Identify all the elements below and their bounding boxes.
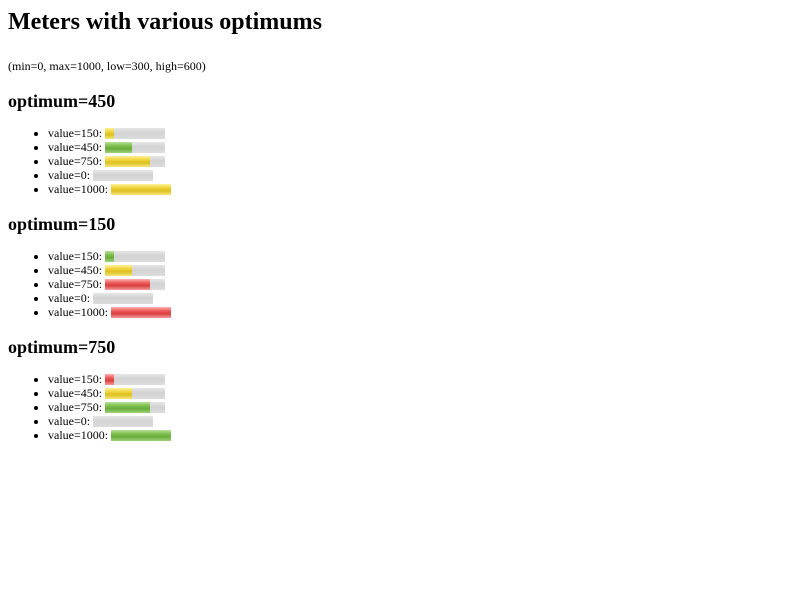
meter — [93, 416, 154, 427]
meter-fill — [105, 265, 133, 276]
meter — [105, 279, 166, 290]
list-item: value=450: — [48, 140, 792, 154]
meter-label: value=1000: — [48, 428, 109, 442]
meter — [93, 170, 154, 181]
meter-label: value=750: — [48, 154, 103, 168]
meter — [111, 307, 172, 318]
list-item: value=750: — [48, 400, 792, 414]
meter-label: value=450: — [48, 263, 103, 277]
list-item: value=1000: — [48, 305, 792, 319]
list-item: value=750: — [48, 154, 792, 168]
meter-fill — [105, 279, 151, 290]
meter — [105, 128, 166, 139]
list-item: value=0: — [48, 414, 792, 428]
meter-label: value=150: — [48, 249, 103, 263]
list-item: value=150: — [48, 249, 792, 263]
meter — [111, 184, 172, 195]
meter-label: value=750: — [48, 277, 103, 291]
section-heading: optimum=750 — [8, 337, 116, 357]
meter — [105, 142, 166, 153]
meter-label: value=150: — [48, 372, 103, 386]
meter-fill — [111, 430, 172, 441]
meter-label: value=1000: — [48, 305, 109, 319]
list-item: value=0: — [48, 168, 792, 182]
meter-label: value=0: — [48, 414, 91, 428]
meter-label: value=750: — [48, 400, 103, 414]
meter — [105, 402, 166, 413]
list-item: value=750: — [48, 277, 792, 291]
meter-fill — [105, 388, 133, 399]
meter-list: value=150: value=450: value=750: value=0… — [8, 372, 792, 442]
page-content: Meters with various optimums (min=0, max… — [0, 0, 800, 442]
meter-label: value=1000: — [48, 182, 109, 196]
meter-fill — [105, 156, 151, 167]
meter-list: value=150: value=450: value=750: value=0… — [8, 126, 792, 196]
list-item: value=150: — [48, 372, 792, 386]
section-optimum-150: optimum=150 value=150: value=450: value=… — [8, 213, 792, 319]
meter — [105, 251, 166, 262]
list-item: value=450: — [48, 263, 792, 277]
meter — [105, 265, 166, 276]
list-item: value=450: — [48, 386, 792, 400]
section-heading: optimum=450 — [8, 91, 116, 111]
meter — [105, 374, 166, 385]
meter-label: value=0: — [48, 291, 91, 305]
range-note: (min=0, max=1000, low=300, high=600) — [8, 59, 206, 73]
page-title: Meters with various optimums — [8, 9, 322, 35]
meter-fill — [105, 402, 151, 413]
meter-fill — [111, 184, 172, 195]
section-optimum-450: optimum=450 value=150: value=450: value=… — [8, 90, 792, 196]
meter-fill — [111, 307, 172, 318]
meter-list: value=150: value=450: value=750: value=0… — [8, 249, 792, 319]
meter-fill — [105, 251, 115, 262]
list-item: value=150: — [48, 126, 792, 140]
meter — [105, 388, 166, 399]
meter-label: value=450: — [48, 386, 103, 400]
meter-fill — [105, 374, 115, 385]
meter-fill — [105, 128, 115, 139]
meter — [93, 293, 154, 304]
list-item: value=0: — [48, 291, 792, 305]
meter-label: value=150: — [48, 126, 103, 140]
meter-label: value=0: — [48, 168, 91, 182]
section-optimum-750: optimum=750 value=150: value=450: value=… — [8, 336, 792, 442]
section-heading: optimum=150 — [8, 214, 116, 234]
meter-label: value=450: — [48, 140, 103, 154]
list-item: value=1000: — [48, 428, 792, 442]
meter — [105, 156, 166, 167]
meter — [111, 430, 172, 441]
meter-fill — [105, 142, 133, 153]
list-item: value=1000: — [48, 182, 792, 196]
